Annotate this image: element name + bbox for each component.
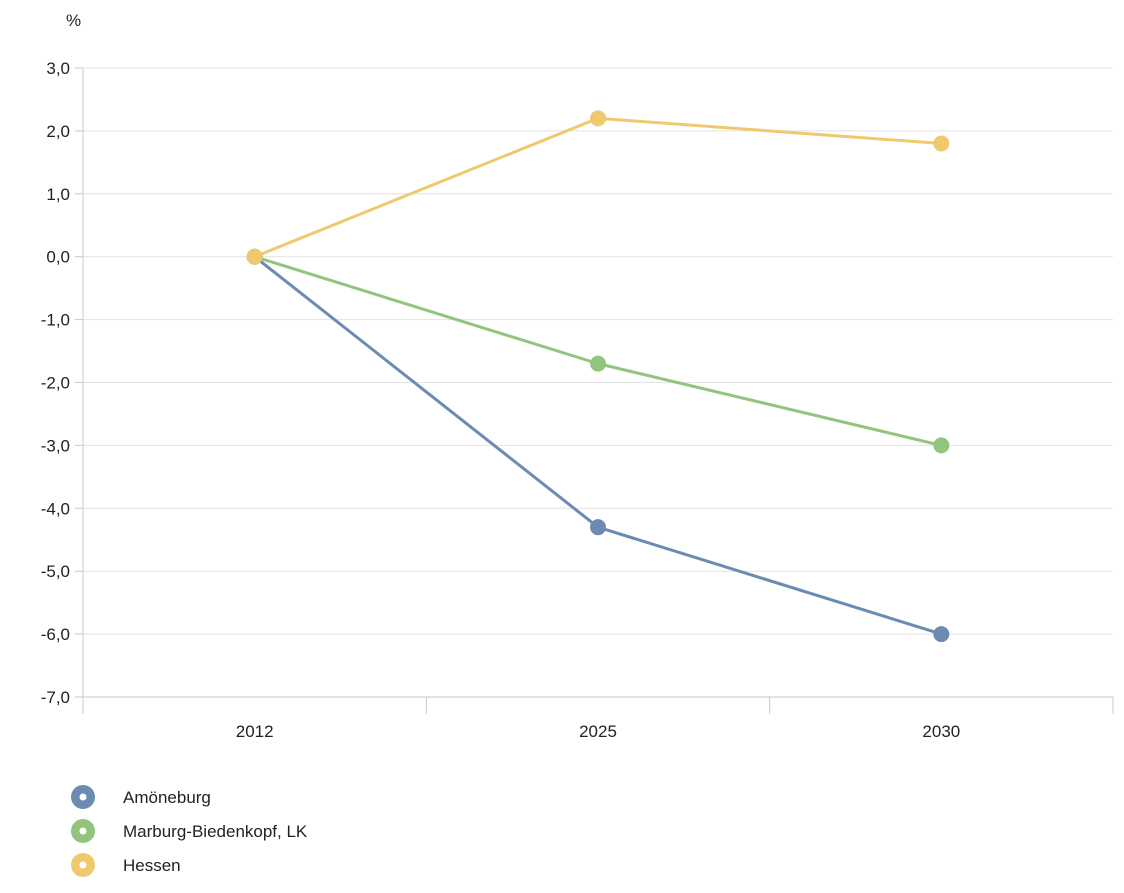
data-point bbox=[590, 110, 606, 127]
legend-item: Amöneburg bbox=[71, 785, 211, 809]
data-point bbox=[933, 135, 950, 152]
data-point bbox=[590, 519, 606, 536]
x-tick-labels: 2012 2025 2030 bbox=[236, 722, 960, 741]
y-tick-label: -1,0 bbox=[41, 311, 70, 330]
series-line-2 bbox=[253, 116, 943, 259]
x-tick-label: 2012 bbox=[236, 722, 274, 741]
y-axis-unit-label: % bbox=[66, 11, 81, 30]
series-line-1 bbox=[253, 255, 943, 447]
y-tick-labels: 3,0 2,0 1,0 0,0 -1,0 -2,0 -3,0 -4,0 -5,0 -6,0 -7,0 bbox=[41, 59, 70, 707]
y-tick-label: -4,0 bbox=[41, 499, 70, 518]
x-tick-label: 2025 bbox=[579, 722, 617, 741]
legend-item: Marburg-Biedenkopf, LK bbox=[71, 819, 308, 843]
legend-marker-dot bbox=[79, 861, 87, 869]
y-tick-label: 1,0 bbox=[46, 185, 70, 204]
legend: Amöneburg Marburg-Biedenkopf, LK Hessen bbox=[71, 785, 308, 877]
data-point bbox=[246, 248, 263, 265]
y-tick-label: -6,0 bbox=[41, 625, 70, 644]
gridlines bbox=[83, 67, 1113, 635]
series-lines bbox=[246, 110, 950, 643]
x-tick-label: 2030 bbox=[922, 722, 960, 741]
y-tick-label: 3,0 bbox=[46, 59, 70, 78]
legend-marker-dot bbox=[79, 827, 87, 835]
y-tick-label: -2,0 bbox=[41, 374, 70, 393]
data-point bbox=[933, 626, 950, 643]
axes bbox=[75, 67, 1114, 714]
y-tick-label: -7,0 bbox=[41, 688, 70, 707]
data-point bbox=[590, 355, 606, 372]
legend-label: Hessen bbox=[123, 856, 181, 875]
legend-marker-dot bbox=[79, 793, 87, 801]
data-point bbox=[933, 437, 950, 454]
y-tick-label: -5,0 bbox=[41, 562, 70, 581]
legend-label: Marburg-Biedenkopf, LK bbox=[123, 822, 308, 841]
y-tick-label: 2,0 bbox=[46, 122, 70, 141]
y-tick-label: 0,0 bbox=[46, 248, 70, 267]
legend-item: Hessen bbox=[71, 853, 181, 877]
legend-label: Amöneburg bbox=[123, 788, 211, 807]
y-tick-label: -3,0 bbox=[41, 436, 70, 455]
